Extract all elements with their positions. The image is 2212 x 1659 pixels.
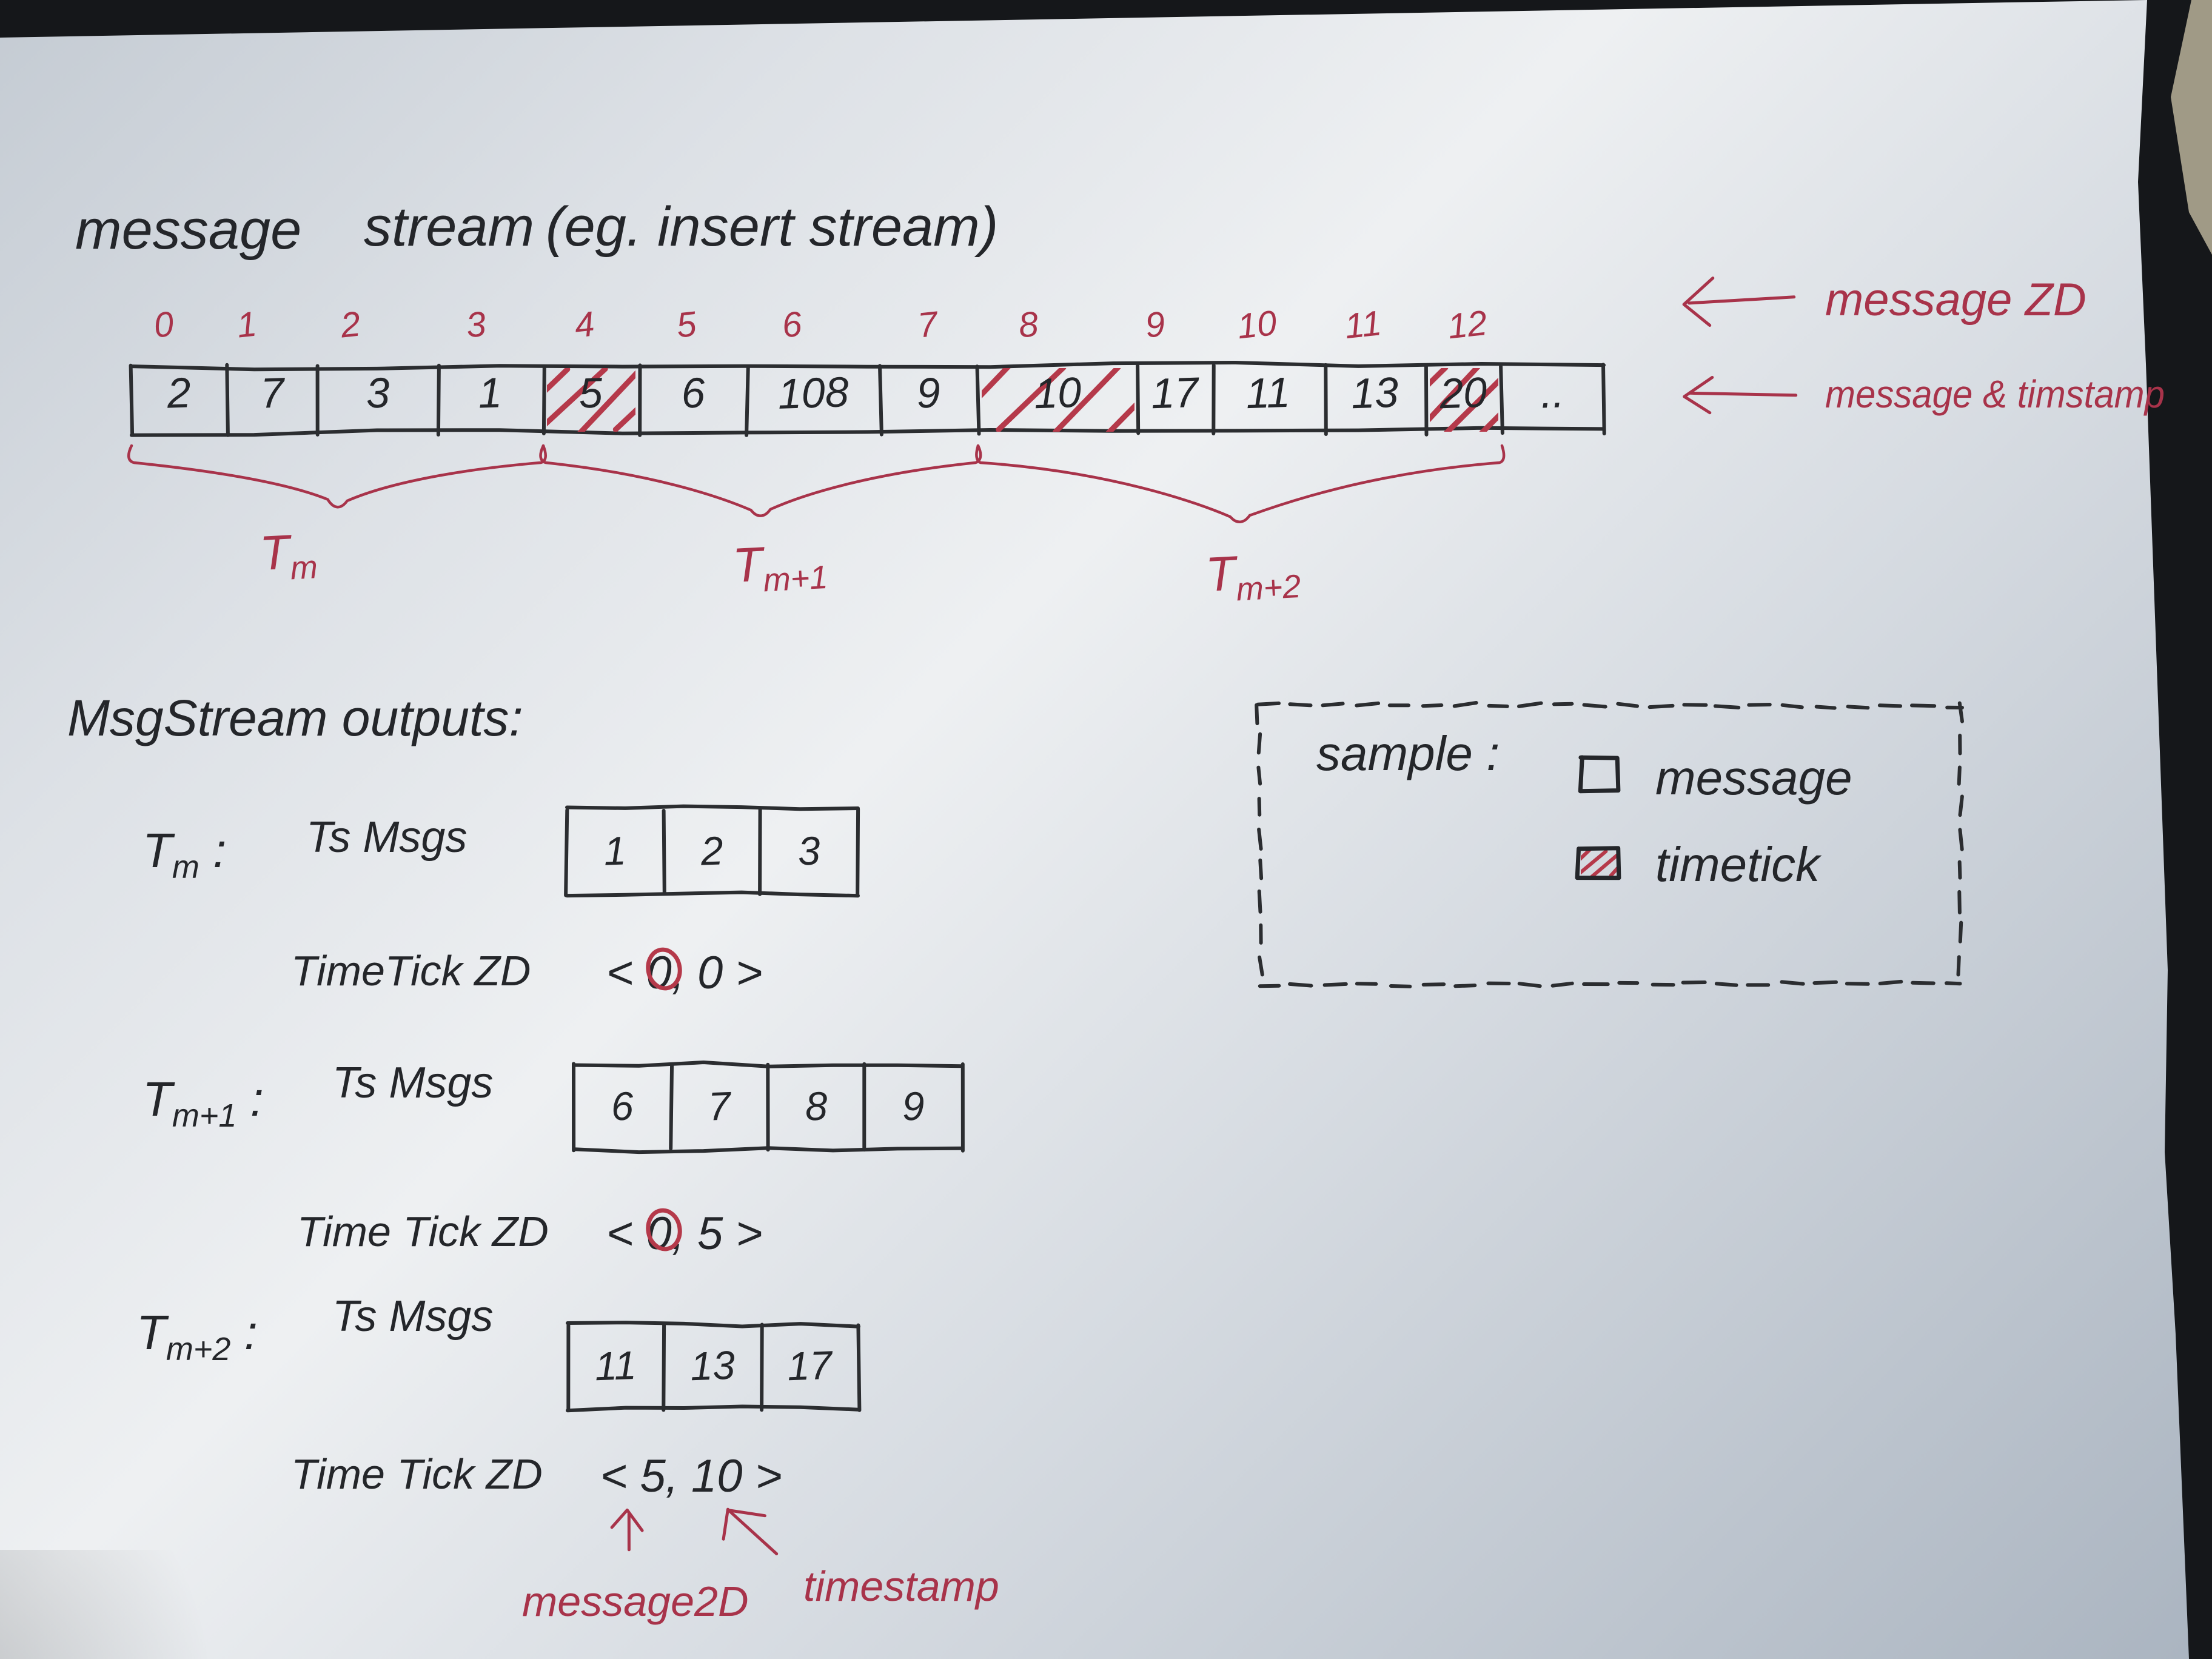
svg-text:3: 3 (464, 304, 488, 346)
svg-text:Tm: Tm (258, 523, 318, 588)
svg-text:9: 9 (1144, 304, 1167, 346)
svg-text:Ts Msgs: Ts Msgs (332, 1059, 493, 1107)
svg-text:Time Tick ZD: Time Tick ZD (291, 1450, 543, 1498)
svg-text:TimeTick ZD: TimeTick ZD (291, 947, 531, 994)
svg-text:< 0, 5 >: < 0, 5 > (606, 1208, 763, 1259)
svg-text:8: 8 (805, 1083, 829, 1128)
svg-text:1: 1 (477, 369, 503, 417)
svg-text:20: 20 (1438, 369, 1488, 418)
svg-text:1: 1 (603, 828, 627, 873)
svg-text:message: message (1655, 751, 1852, 805)
svg-text:108: 108 (777, 368, 850, 418)
svg-text:timestamp: timestamp (803, 1563, 999, 1610)
svg-text:2: 2 (166, 369, 192, 417)
svg-text:Tm :: Tm : (142, 823, 226, 885)
svg-text:10: 10 (1235, 303, 1278, 346)
svg-text:Tm+2 :: Tm+2 : (136, 1305, 258, 1367)
svg-text:2: 2 (700, 828, 724, 873)
svg-text:4: 4 (573, 304, 597, 346)
svg-text:sample :: sample : (1316, 726, 1500, 780)
svg-text:1: 1 (235, 304, 259, 346)
svg-text:13: 13 (1350, 369, 1399, 418)
svg-text:message2D: message2D (522, 1578, 749, 1625)
svg-text:stream: stream (364, 196, 534, 258)
svg-text:6: 6 (780, 304, 805, 346)
svg-text:5: 5 (578, 369, 604, 417)
svg-text:0: 0 (152, 304, 176, 346)
svg-text:11: 11 (1343, 303, 1384, 346)
svg-text:9: 9 (902, 1083, 925, 1128)
svg-text:6: 6 (611, 1083, 635, 1128)
svg-text:MsgStream outputs:: MsgStream outputs: (67, 689, 523, 746)
svg-text:17: 17 (786, 1342, 834, 1389)
svg-text:timetick: timetick (1655, 837, 1822, 891)
svg-text:Tm+1: Tm+1 (731, 534, 829, 600)
svg-text:(eg. insert stream): (eg. insert stream) (546, 196, 998, 258)
svg-text:12: 12 (1446, 303, 1489, 346)
svg-text:..: .. (1540, 369, 1565, 417)
svg-text:3: 3 (797, 828, 822, 873)
svg-text:Tm+2: Tm+2 (1204, 543, 1302, 609)
svg-text:Ts Msgs: Ts Msgs (306, 813, 467, 862)
svg-text:< 5, 10 >: < 5, 10 > (600, 1450, 782, 1502)
svg-text:message ZD: message ZD (1825, 274, 2086, 326)
svg-text:< 0, 0 >: < 0, 0 > (606, 947, 763, 999)
svg-text:8: 8 (1017, 304, 1041, 346)
svg-text:2: 2 (338, 304, 363, 346)
svg-text:13: 13 (689, 1342, 736, 1389)
svg-text:11: 11 (594, 1342, 637, 1389)
svg-text:message & timstamp: message & timstamp (1825, 372, 2165, 416)
svg-text:message: message (75, 199, 301, 261)
svg-text:3: 3 (365, 369, 390, 417)
svg-text:Time Tick ZD: Time Tick ZD (297, 1208, 549, 1255)
svg-text:17: 17 (1150, 369, 1201, 418)
svg-text:10: 10 (1033, 369, 1082, 418)
svg-text:7: 7 (260, 369, 287, 417)
svg-text:11: 11 (1245, 369, 1290, 417)
svg-text:9: 9 (916, 369, 941, 417)
svg-text:Tm+1 :: Tm+1 : (142, 1072, 264, 1134)
svg-text:Ts Msgs: Ts Msgs (332, 1292, 493, 1341)
svg-text:6: 6 (680, 369, 706, 417)
svg-text:5: 5 (675, 304, 699, 346)
svg-text:7: 7 (916, 304, 942, 345)
svg-text:7: 7 (708, 1083, 733, 1128)
